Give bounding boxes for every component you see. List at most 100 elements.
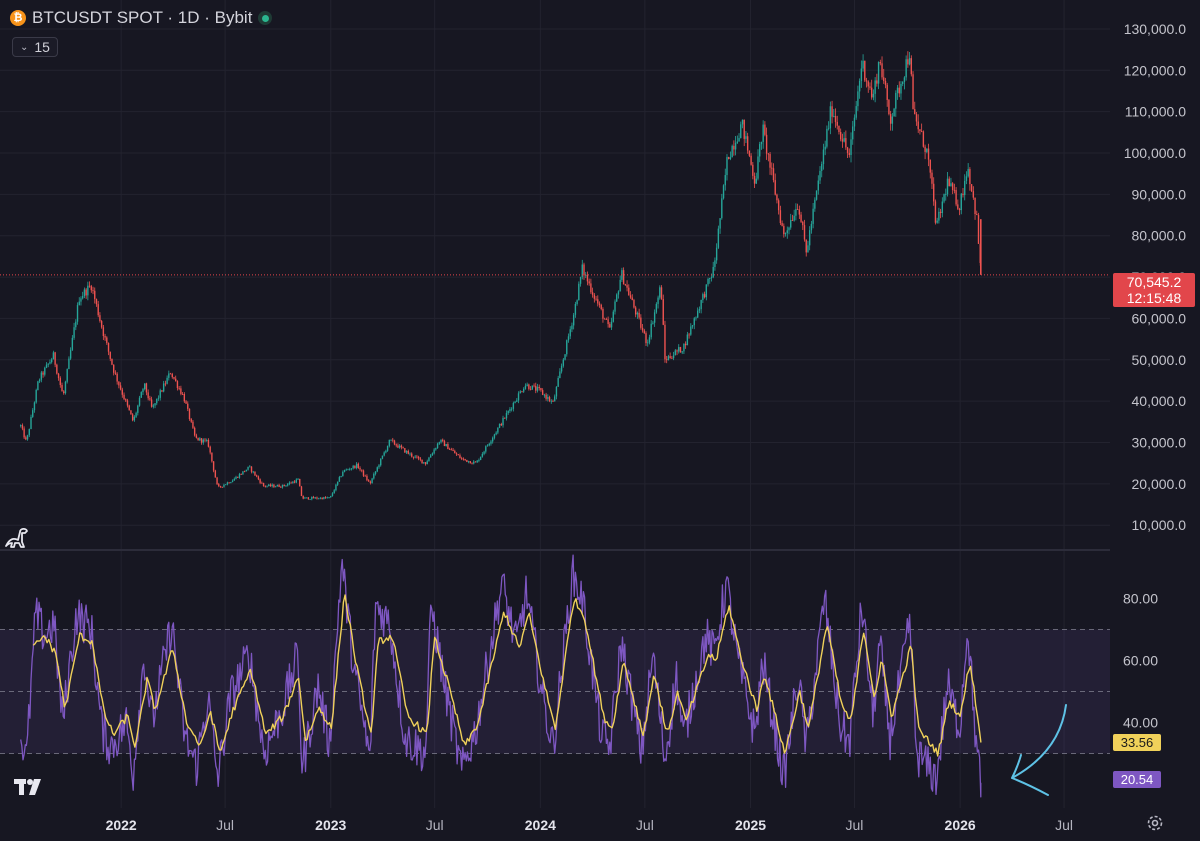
candle (802, 220, 804, 231)
time-axis[interactable]: 2022 Jul 2023 Jul 2024 Jul 2025 Jul 2026 Jul (106, 817, 1073, 833)
candle (367, 479, 370, 482)
candle (178, 385, 180, 391)
candle (209, 445, 211, 455)
candle (678, 344, 680, 354)
rsi-band-lines (0, 629, 1110, 754)
candle (421, 459, 423, 464)
candle (417, 455, 420, 461)
candle (211, 452, 213, 463)
candle (550, 399, 552, 404)
candle (104, 333, 106, 341)
candle (867, 80, 869, 93)
rsi-axis[interactable]: 80.00 60.00 40.00 (1123, 591, 1158, 731)
candle (459, 453, 461, 459)
candle (972, 186, 975, 200)
candle (638, 308, 640, 320)
candle (578, 281, 580, 301)
candle (645, 331, 647, 346)
candle (684, 341, 687, 349)
candle (92, 286, 94, 295)
candle (314, 496, 316, 499)
dinosaur-icon[interactable] (4, 524, 30, 550)
candle (547, 394, 549, 402)
tradingview-logo-icon[interactable] (14, 776, 48, 798)
candle (469, 461, 472, 464)
candle (152, 403, 155, 409)
candle (478, 458, 480, 463)
candle (247, 466, 249, 471)
candle (28, 428, 30, 438)
gear-icon[interactable] (1146, 814, 1164, 832)
candle (862, 54, 864, 72)
price-candles (19, 51, 982, 501)
candle (435, 447, 437, 451)
candle (562, 357, 565, 368)
candle (538, 384, 540, 391)
candle (822, 143, 825, 170)
candle (438, 441, 440, 445)
candle (510, 407, 513, 412)
candle (266, 485, 268, 488)
candle (896, 84, 899, 100)
price-tick-label: 120,000.0 (1124, 62, 1186, 78)
candle (915, 111, 918, 126)
candle (362, 469, 365, 478)
candle (485, 445, 487, 454)
candle (240, 473, 242, 475)
candle (636, 311, 639, 319)
candle (383, 451, 385, 457)
candle (793, 209, 795, 222)
candle (572, 312, 575, 330)
candle (657, 295, 659, 309)
candle (593, 293, 596, 303)
candle (781, 220, 783, 227)
candle (740, 121, 742, 139)
candle (950, 177, 952, 187)
candle (895, 90, 897, 117)
candle (722, 184, 725, 200)
candle (807, 240, 809, 253)
candle (800, 211, 802, 224)
candle (660, 285, 663, 300)
candle (786, 226, 788, 239)
candle (903, 76, 906, 90)
candle (429, 453, 432, 458)
symbol-title[interactable]: BTCUSDT SPOT · 1D · Bybit (32, 8, 253, 27)
candle (931, 169, 933, 190)
candle (845, 130, 847, 150)
candle (309, 499, 311, 501)
candle (728, 156, 730, 160)
candle (138, 395, 141, 407)
candle (726, 154, 728, 181)
candle (965, 171, 968, 185)
price-axis[interactable]: 130,000.0 120,000.0 110,000.0 100,000.0 90,0… (1124, 21, 1187, 533)
candle (760, 141, 763, 150)
candle (967, 163, 969, 178)
candle (541, 388, 544, 396)
candle (347, 468, 349, 471)
candle (633, 298, 635, 309)
candle (659, 285, 661, 300)
candle (977, 212, 980, 245)
indicator-collapse-button[interactable]: ⌄ 15 (12, 37, 58, 57)
candle (350, 468, 353, 471)
candle (560, 363, 563, 374)
candle (671, 355, 673, 359)
candle (462, 457, 465, 461)
price-tick-label: 100,000.0 (1124, 145, 1186, 161)
candle (924, 144, 926, 160)
candle (533, 383, 535, 388)
candle (386, 445, 389, 452)
candle (223, 483, 225, 488)
candle (168, 370, 170, 381)
candle (183, 392, 186, 403)
candle (123, 392, 125, 401)
candle (943, 193, 945, 204)
candle (226, 481, 229, 486)
candle (566, 339, 568, 357)
candle (796, 203, 799, 210)
candle (121, 387, 124, 398)
candle (457, 453, 459, 456)
rsi-lines (20, 554, 982, 798)
